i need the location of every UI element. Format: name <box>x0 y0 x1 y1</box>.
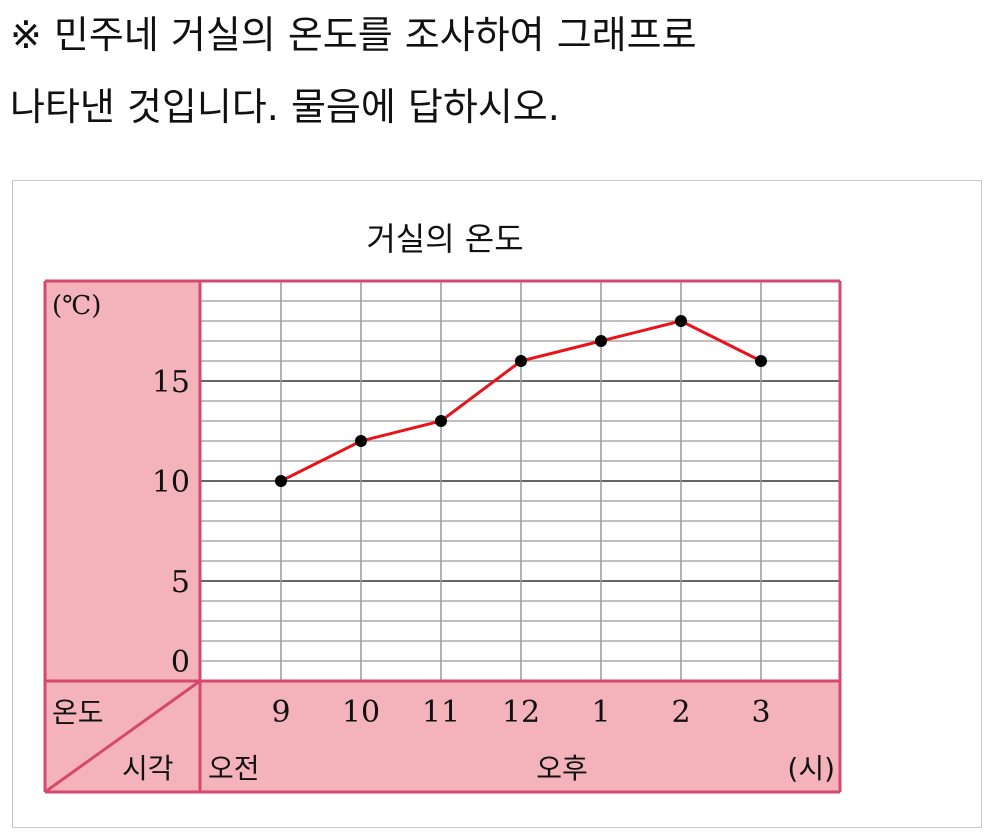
data-point <box>275 475 287 487</box>
corner-bottom-label: 시각 <box>122 752 174 785</box>
y-unit-label: (℃) <box>52 291 101 321</box>
am-label: 오전 <box>208 752 260 785</box>
data-point <box>435 415 447 427</box>
data-point <box>515 355 527 367</box>
question-line-1: ※ 민주네 거실의 온도를 조사하여 그래프로 <box>10 13 697 57</box>
x-tick-label: 9 <box>271 695 290 730</box>
x-tick-label: 2 <box>671 695 690 730</box>
x-tick-label: 12 <box>502 695 540 730</box>
chart-frame <box>12 180 982 828</box>
data-point <box>755 355 767 367</box>
y-tick-label: 10 <box>152 465 190 500</box>
x-tick-label: 11 <box>422 695 460 730</box>
x-tick-label: 1 <box>591 695 610 730</box>
data-point <box>355 435 367 447</box>
chart-title: 거실의 온도 <box>366 220 523 258</box>
pm-label: 오후 <box>536 752 588 785</box>
x-tick-label: 10 <box>342 695 380 730</box>
y-tick-label: 0 <box>171 645 190 680</box>
corner-top-label: 온도 <box>52 696 104 729</box>
y-axis-panel <box>45 281 200 792</box>
x-unit-label: (시) <box>787 752 835 785</box>
question-line-2: 나타낸 것입니다. 물음에 답하시오. <box>10 85 560 129</box>
x-axis-panel <box>200 681 840 792</box>
data-point <box>675 315 687 327</box>
y-tick-label: 5 <box>171 565 190 600</box>
data-point <box>595 335 607 347</box>
x-tick-label: 3 <box>751 695 770 730</box>
y-tick-label: 15 <box>152 365 190 400</box>
table-border <box>44 679 201 794</box>
